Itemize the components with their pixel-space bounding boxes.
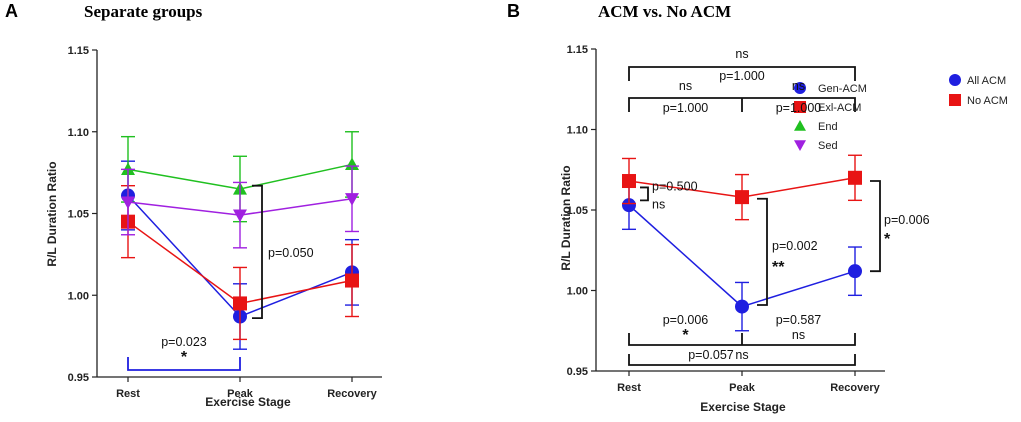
data-point xyxy=(735,299,749,314)
y-tick-label-b: 1.00 xyxy=(567,286,588,298)
annotation-p-value: p=0.500 xyxy=(652,179,698,193)
y-axis-label-b: R/L Duration Ratio xyxy=(559,165,573,270)
annotation-p-value: p=1.000 xyxy=(719,69,765,83)
legend-marker xyxy=(794,120,806,131)
legend-marker xyxy=(794,101,806,113)
bracket-peak xyxy=(757,197,768,306)
x-tick-label-a: Rest xyxy=(116,388,140,400)
annotation-p-value: p=0.057 xyxy=(688,348,734,362)
legend-marker xyxy=(794,82,806,94)
panel-a: A Separate groups 0.95 1.00 1.05 1.10 1.15 Re… xyxy=(5,1,867,409)
panel-b: B ACM vs. No ACM 0.95 1.00 1.05 1.10 1.15 Res… xyxy=(507,1,1008,414)
annotation-ns: ns xyxy=(735,47,748,61)
legend-marker xyxy=(949,94,961,106)
x-axis-label-b: Exercise Stage xyxy=(700,400,786,414)
data-point xyxy=(848,170,862,185)
panel-letter-a: A xyxy=(5,1,18,21)
plot-area-a: 0.95 1.00 1.05 1.10 1.15 Rest Peak Recovery Gen-… xyxy=(68,45,867,400)
annotation-ns: ns xyxy=(735,348,748,362)
legend-label: Exl-ACM xyxy=(818,102,861,114)
annotation-p-value: p=0.587 xyxy=(776,313,822,327)
y-tick-label-a: 1.15 xyxy=(68,45,89,57)
data-point xyxy=(345,157,359,171)
legend-label: End xyxy=(818,121,838,133)
annotation-significance: * xyxy=(682,327,689,344)
y-axis-label-a: R/L Duration Ratio xyxy=(45,161,59,266)
x-tick-label-b: Peak xyxy=(729,382,756,394)
data-point xyxy=(848,264,862,279)
x-tick-label-b: Recovery xyxy=(830,382,880,394)
x-axis-label-a: Exercise Stage xyxy=(205,395,291,409)
data-point xyxy=(233,296,247,311)
bracket-recovery xyxy=(870,180,881,273)
legend-marker xyxy=(794,140,806,151)
y-tick-label-b: 1.15 xyxy=(567,44,588,56)
x-tick-label-a: Peak xyxy=(227,388,254,400)
chart-title-b: ACM vs. No ACM xyxy=(598,2,731,21)
bracket-rest xyxy=(640,186,649,202)
data-point xyxy=(345,193,359,206)
y-tick-label-a: 0.95 xyxy=(68,372,89,384)
data-point xyxy=(735,190,749,205)
data-point xyxy=(233,209,247,223)
data-point xyxy=(345,273,359,288)
legend-label: No ACM xyxy=(967,95,1008,107)
legend-label: Gen-ACM xyxy=(818,83,867,95)
y-tick-label-a: 1.10 xyxy=(68,127,89,139)
bracket-rest-recovery-top xyxy=(628,66,856,81)
bracket-peak-comparison xyxy=(252,184,263,320)
chart-title-a: Separate groups xyxy=(84,2,203,21)
annotation-ns: ns xyxy=(792,79,805,93)
annotation-significance: ** xyxy=(772,259,785,276)
annotation-p-value: p=0.023 xyxy=(161,335,207,349)
annotation-p-value: p=0.006 xyxy=(884,213,930,227)
annotation-significance: * xyxy=(181,349,188,366)
annotation-ns: ns xyxy=(792,328,805,342)
y-tick-label-a: 1.00 xyxy=(68,290,89,302)
legend-label: All ACM xyxy=(967,75,1006,87)
annotation-p-value: p=0.050 xyxy=(268,246,314,260)
data-point xyxy=(121,196,135,210)
data-point xyxy=(622,198,636,213)
bracket-rest-peak xyxy=(127,357,241,371)
x-tick-label-a: Recovery xyxy=(327,388,377,400)
annotation-significance: * xyxy=(884,231,891,248)
data-point xyxy=(622,174,636,189)
bracket-rest-recovery-bottom xyxy=(628,354,856,366)
y-tick-label-b: 1.05 xyxy=(567,205,588,217)
annotation-ns: ns xyxy=(652,197,665,211)
plot-area-b: 0.95 1.00 1.05 1.10 1.15 Rest Peak Recovery All … xyxy=(567,44,1008,394)
annotation-p-value: p=1.000 xyxy=(663,101,709,115)
legend-marker xyxy=(949,74,961,86)
y-tick-label-b: 0.95 xyxy=(567,366,588,378)
legend-label: Sed xyxy=(818,140,838,152)
x-tick-label-b: Rest xyxy=(617,382,641,394)
annotation-p-value: p=0.006 xyxy=(663,313,709,327)
panel-letter-b: B xyxy=(507,1,520,21)
y-tick-label-b: 1.10 xyxy=(567,125,588,137)
annotation-ns: ns xyxy=(679,79,692,93)
annotation-p-value: p=0.002 xyxy=(772,239,818,253)
annotation-p-value: p=1.000 xyxy=(776,101,822,115)
y-tick-label-a: 1.05 xyxy=(68,209,89,221)
